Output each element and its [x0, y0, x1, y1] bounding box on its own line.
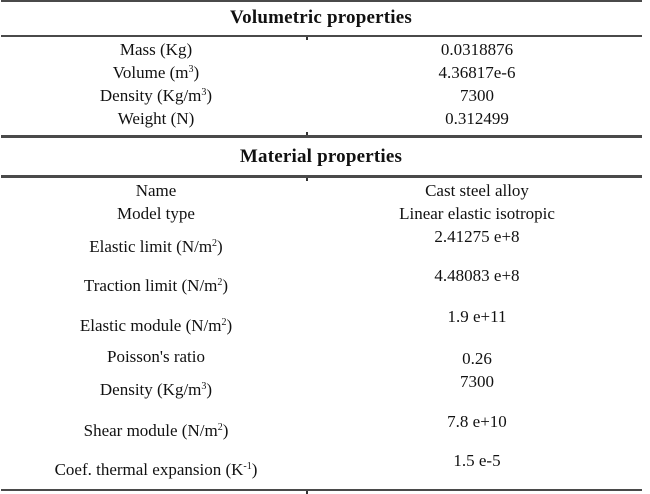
- property-label: Model type: [117, 204, 195, 223]
- column-divider-tick: [306, 491, 308, 494]
- volumetric-section-title: Volumetric properties: [229, 7, 413, 28]
- property-value: 1.9 e+11: [447, 307, 507, 326]
- property-label: Shear module (N/m2): [83, 421, 229, 440]
- property-value: 2.41275 e+8: [434, 227, 520, 246]
- property-value: 4.48083 e+8: [434, 266, 520, 285]
- property-label: Poisson's ratio: [107, 347, 205, 366]
- property-value: 7300: [460, 86, 494, 105]
- property-value: 7300: [460, 372, 494, 391]
- property-label: Density (Kg/m3): [99, 380, 213, 399]
- material-section-title: Material properties: [239, 146, 403, 167]
- property-label: Name: [135, 181, 177, 200]
- table-top-rule: [1, 0, 642, 2]
- property-value: 7.8 e+10: [447, 412, 507, 431]
- property-label: Coef. thermal expansion (K-1): [54, 460, 258, 479]
- property-label: Volume (m3): [112, 63, 200, 82]
- property-value: 1.5 e-5: [453, 451, 501, 470]
- property-value: Linear elastic isotropic: [399, 204, 555, 223]
- material-header-rule: [1, 175, 642, 178]
- column-divider-tick: [306, 132, 308, 135]
- table-bottom-rule: [1, 489, 642, 491]
- property-value: 0.0318876: [440, 40, 514, 59]
- property-label: Elastic module (N/m2): [79, 316, 233, 335]
- property-value: Cast steel alloy: [425, 181, 529, 200]
- property-label: Density (Kg/m3): [99, 86, 213, 105]
- property-value: 0.26: [462, 349, 492, 368]
- volumetric-bottom-rule: [1, 135, 642, 138]
- property-value: 0.312499: [445, 109, 509, 128]
- property-label: Elastic limit (N/m2): [89, 237, 223, 256]
- property-label: Mass (Kg): [119, 40, 193, 59]
- column-divider-tick: [306, 178, 308, 181]
- property-label: Traction limit (N/m2): [83, 276, 229, 295]
- property-label: Weight (N): [117, 109, 195, 128]
- column-divider-tick: [306, 37, 308, 40]
- property-value: 4.36817e-6: [438, 63, 516, 82]
- volumetric-header-rule: [1, 35, 642, 37]
